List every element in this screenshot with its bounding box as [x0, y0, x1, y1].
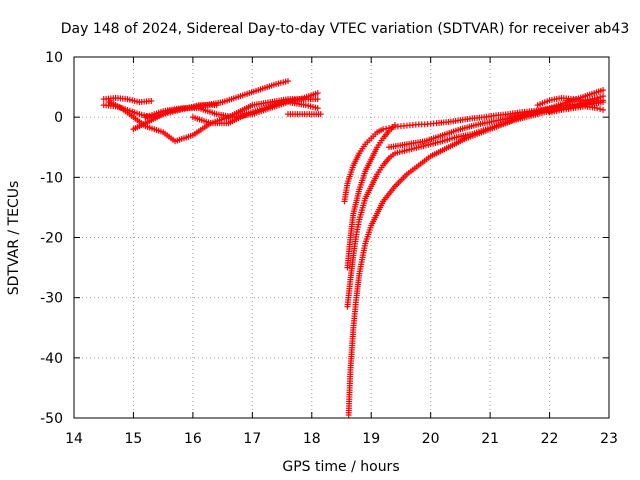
x-tick-label: 14	[65, 431, 83, 447]
x-tick-label: 19	[362, 431, 380, 447]
y-tick-label: -50	[40, 411, 63, 427]
series-pass-2f	[534, 93, 607, 109]
data-point	[597, 94, 604, 101]
x-tick-label: 23	[600, 431, 618, 447]
x-axis-label: GPS time / hours	[282, 459, 399, 475]
y-tick-label: -10	[40, 170, 63, 186]
series-pass-1e	[189, 90, 321, 127]
data-point	[314, 96, 321, 103]
y-tick-label: -40	[40, 351, 63, 367]
data-point	[600, 99, 607, 106]
x-tick-label: 15	[125, 431, 143, 447]
plot-frame	[73, 56, 610, 419]
x-tick-label: 17	[243, 431, 261, 447]
data-points-layer	[100, 78, 607, 418]
data-point	[594, 105, 601, 112]
x-tick-label: 16	[184, 431, 202, 447]
data-point	[285, 78, 291, 85]
series-pass-1g	[285, 111, 324, 118]
data-point	[317, 111, 324, 118]
x-tick-label: 21	[481, 431, 499, 447]
series-pass-1a	[100, 94, 155, 106]
data-point	[600, 106, 607, 113]
chart-title: Day 148 of 2024, Sidereal Day-to-day VTE…	[61, 21, 630, 37]
series-pass-1f	[142, 99, 321, 121]
series-pass-2d	[345, 99, 607, 418]
y-tick-label: -30	[40, 291, 63, 307]
x-tick-label: 22	[541, 431, 559, 447]
series-pass-2g	[546, 103, 607, 116]
y-tick-label: 10	[45, 50, 63, 66]
y-axis-label: SDTVAR / TECUs	[6, 181, 22, 296]
data-point	[314, 90, 321, 97]
y-tick-label: 0	[54, 110, 63, 126]
data-point	[600, 87, 607, 94]
tick-layer: 14 15 16 17 18 19 20 21 22 23 10 0 -10 -20 -30 -40 -50	[40, 50, 618, 447]
data-point	[594, 94, 601, 101]
data-point	[392, 121, 398, 128]
x-tick-label: 18	[303, 431, 321, 447]
y-tick-label: -20	[40, 231, 63, 247]
data-point	[314, 105, 321, 112]
data-point	[600, 93, 607, 100]
data-point	[597, 106, 604, 113]
x-tick-label: 20	[422, 431, 440, 447]
data-point	[148, 97, 155, 104]
data-point	[380, 126, 387, 133]
series-pass-2b	[344, 121, 398, 271]
